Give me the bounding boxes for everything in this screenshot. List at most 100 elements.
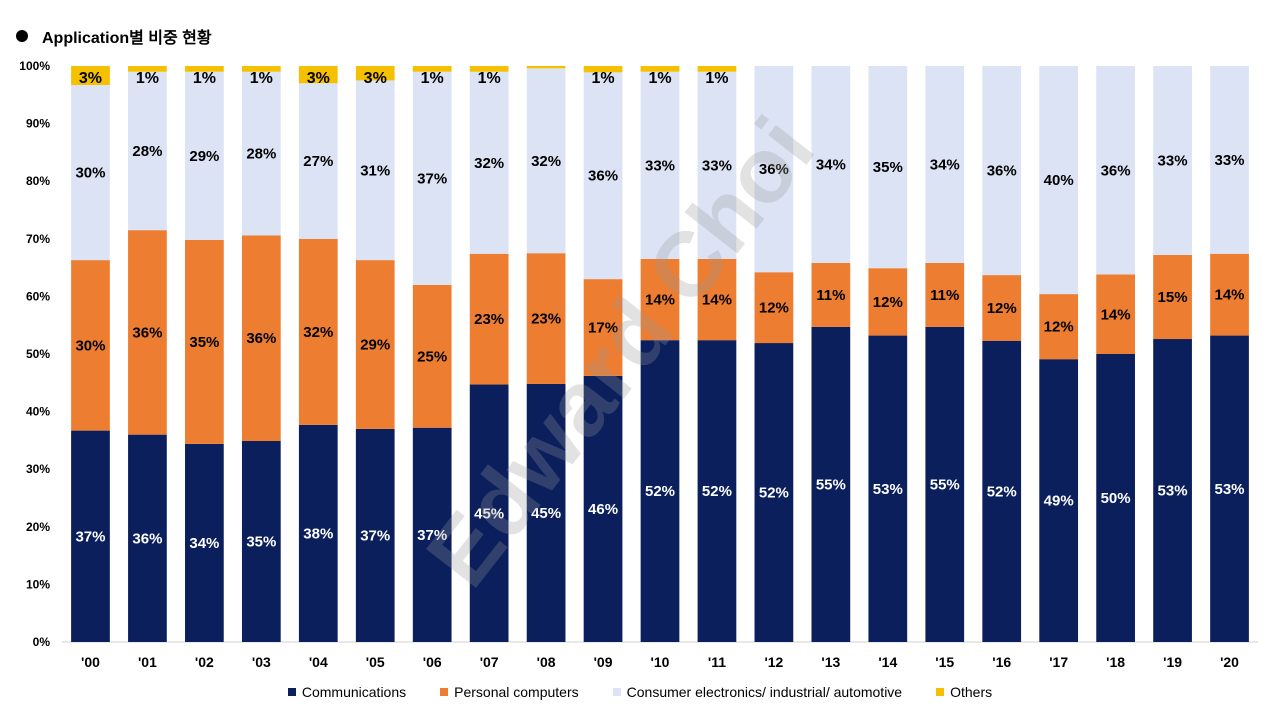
bar-communications <box>469 384 509 642</box>
data-label-personal-computers: 11% <box>816 287 845 304</box>
data-label-consumer: 36% <box>759 161 789 178</box>
bar-personal-computers <box>640 258 680 341</box>
bar-personal-computers <box>1039 294 1079 360</box>
bar-consumer <box>1153 66 1192 255</box>
bar-consumer <box>868 66 908 269</box>
y-tick-label: 70% <box>26 232 50 246</box>
bar-others <box>697 66 737 72</box>
data-label-consumer: 37% <box>417 170 447 187</box>
x-tick-label: '18 <box>1106 654 1125 670</box>
bar-communications <box>1096 354 1135 642</box>
data-label-communications: 53% <box>1215 481 1245 498</box>
data-label-communications: 55% <box>816 476 846 493</box>
data-label-personal-computers: 14% <box>645 292 675 309</box>
x-tick-label: '05 <box>366 654 385 670</box>
bar-communications <box>526 383 566 642</box>
bar-personal-computers <box>1096 274 1135 354</box>
x-tick-label: '01 <box>138 654 157 670</box>
bar-others <box>640 66 680 72</box>
bar-communications <box>982 340 1022 642</box>
legend-swatch-consumer <box>612 688 621 696</box>
y-tick-label: 20% <box>26 520 50 534</box>
bar-personal-computers <box>128 230 167 435</box>
chart-title-text: Application별 비중 현황 <box>42 30 212 47</box>
data-label-communications: 52% <box>987 483 1017 500</box>
bar-personal-computers <box>412 284 452 428</box>
data-label-personal-computers: 12% <box>759 300 789 317</box>
legend-swatch-communications <box>287 688 296 696</box>
x-tick-label: '08 <box>537 654 556 670</box>
bar-communications <box>1210 335 1249 642</box>
bar-others <box>241 66 281 72</box>
data-label-personal-computers: 35% <box>189 334 219 351</box>
data-label-personal-computers: 36% <box>132 324 162 341</box>
bar-communications <box>71 430 110 642</box>
data-label-communications: 55% <box>930 476 960 493</box>
data-label-communications: 52% <box>702 483 732 500</box>
bar-others <box>128 66 167 72</box>
data-label-personal-computers: 14% <box>1101 306 1131 323</box>
bar-others <box>298 66 338 84</box>
data-label-others: 1% <box>705 70 728 87</box>
legend-item-consumer: Consumer electronics/ industrial/ automo… <box>612 684 903 700</box>
x-tick-label: '13 <box>821 654 840 670</box>
bar-others <box>71 66 110 86</box>
x-tick-label: '15 <box>935 654 954 670</box>
y-tick-label: 50% <box>26 347 50 361</box>
bar-personal-computers <box>583 279 623 376</box>
bar-communications <box>1039 359 1079 642</box>
bar-communications <box>811 326 851 642</box>
bar-communications <box>412 427 452 642</box>
bar-consumer <box>412 71 452 285</box>
data-label-consumer: 29% <box>189 148 219 165</box>
data-label-personal-computers: 29% <box>360 336 390 353</box>
bar-consumer <box>1039 66 1079 295</box>
data-label-personal-computers: 14% <box>702 292 732 309</box>
x-tick-label: '14 <box>878 654 897 670</box>
bar-others <box>185 66 224 72</box>
data-label-consumer: 33% <box>1215 152 1245 169</box>
bar-communications <box>1153 339 1192 642</box>
x-tick-label: '00 <box>81 654 100 670</box>
data-label-communications: 38% <box>303 525 333 542</box>
y-tick-label: 10% <box>26 577 50 591</box>
legend-label-personal-computers: Personal computers <box>454 684 579 700</box>
data-label-communications: 52% <box>759 485 789 502</box>
x-tick-label: '19 <box>1163 654 1182 670</box>
data-label-personal-computers: 23% <box>474 311 504 328</box>
data-label-communications: 35% <box>246 533 276 550</box>
data-label-others: 1% <box>250 70 273 87</box>
bar-personal-computers <box>71 260 110 431</box>
bar-personal-computers <box>526 253 566 384</box>
bullet-icon <box>16 30 28 42</box>
bar-personal-computers <box>298 238 338 425</box>
bar-communications <box>583 375 623 642</box>
data-label-communications: 53% <box>1158 483 1188 500</box>
data-label-consumer: 28% <box>132 143 162 160</box>
bar-consumer <box>925 66 965 263</box>
data-label-consumer: 35% <box>873 159 903 176</box>
data-label-personal-computers: 12% <box>987 300 1017 317</box>
bar-communications <box>925 326 965 642</box>
data-label-communications: 45% <box>531 505 561 522</box>
data-label-others: 1% <box>478 70 501 87</box>
legend-item-communications: Communications <box>287 684 406 700</box>
data-label-personal-computers: 25% <box>417 348 447 365</box>
data-label-communications: 46% <box>588 501 618 518</box>
data-label-communications: 49% <box>1044 493 1074 510</box>
bar-consumer <box>811 66 851 263</box>
x-tick-label: '03 <box>252 654 271 670</box>
bar-others <box>469 66 509 72</box>
bar-others <box>412 66 452 72</box>
data-label-consumer: 40% <box>1044 172 1074 189</box>
data-label-consumer: 34% <box>816 156 846 173</box>
bar-personal-computers <box>925 262 965 327</box>
bar-communications <box>868 335 908 642</box>
x-tick-label: '02 <box>195 654 214 670</box>
data-label-personal-computers: 32% <box>303 324 333 341</box>
legend-label-consumer: Consumer electronics/ industrial/ automo… <box>626 684 903 700</box>
data-label-consumer: 36% <box>987 163 1017 180</box>
bar-others <box>526 66 566 69</box>
bar-consumer <box>1210 66 1249 254</box>
x-tick-label: '16 <box>992 654 1011 670</box>
